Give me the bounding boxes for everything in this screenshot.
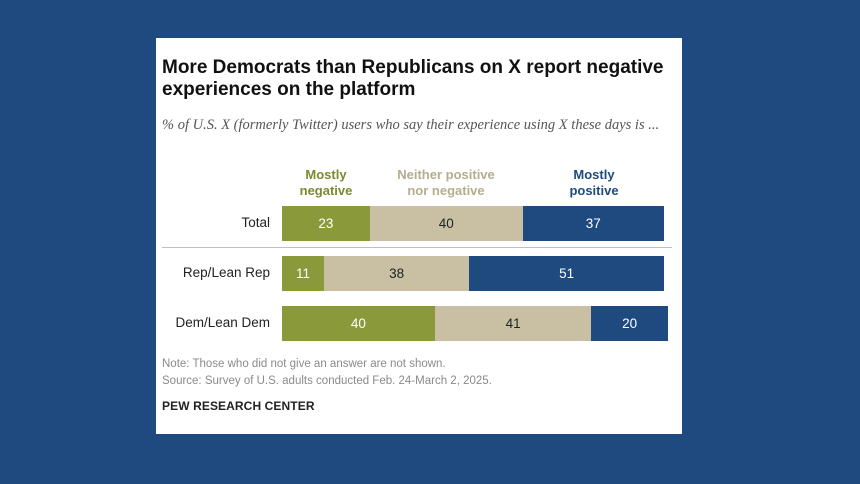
legend-mostly-positive-line1: Mostly: [573, 167, 615, 182]
legend-mostly-positive: Mostly positive: [536, 167, 652, 199]
pew-logo: PEW RESEARCH CENTER: [162, 399, 315, 413]
bar-total-neither: 40: [369, 206, 523, 241]
bar-dem-lean-dem-negative: 40: [282, 306, 435, 341]
legend-neither-line1: Neither positive: [397, 167, 495, 182]
bar-dem-lean-dem-neither: 41: [434, 306, 592, 341]
bar-dem-lean-dem-positive: 20: [591, 306, 668, 341]
chart-card: More Democrats than Republicans on X rep…: [156, 38, 682, 434]
legend-mostly-negative-line2: negative: [299, 183, 353, 198]
row-label-total: Total: [241, 215, 270, 230]
legend-mostly-negative: Mostly negative: [282, 167, 370, 199]
chart-title: More Democrats than Republicans on X rep…: [162, 57, 664, 100]
chart-note: Note: Those who did not give an answer a…: [162, 358, 446, 370]
bar-total-negative: 23: [282, 206, 370, 241]
legend-neither-line2: nor negative: [407, 183, 485, 198]
legend-mostly-positive-line2: positive: [569, 183, 619, 198]
bar-total-positive: 37: [522, 206, 664, 241]
legend-mostly-negative-line1: Mostly: [305, 167, 347, 182]
bar-rep-lean-rep-positive: 51: [469, 256, 664, 291]
chart-subtitle: % of U.S. X (formerly Twitter) users who…: [162, 117, 660, 133]
row-label-dem-lean-dem: Dem/Lean Dem: [175, 315, 270, 330]
bar-rep-lean-rep-negative: 11: [282, 256, 325, 291]
group-divider: [162, 247, 672, 248]
chart-source: Source: Survey of U.S. adults conducted …: [162, 375, 492, 387]
bar-rep-lean-rep-neither: 38: [324, 256, 470, 291]
legend-neither: Neither positive nor negative: [378, 167, 514, 199]
row-label-rep-lean-rep: Rep/Lean Rep: [182, 265, 270, 280]
